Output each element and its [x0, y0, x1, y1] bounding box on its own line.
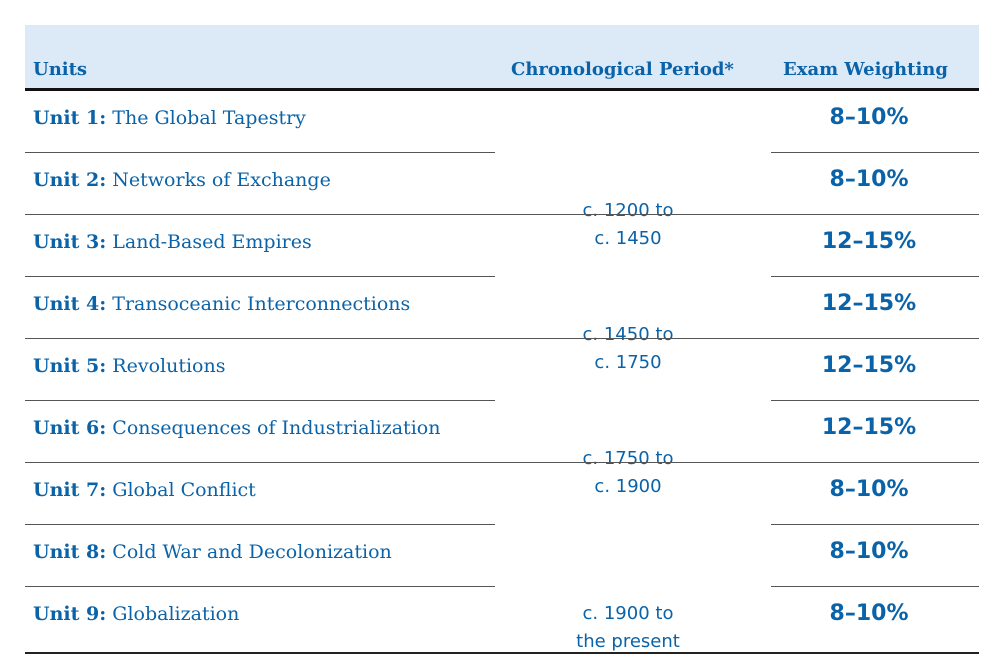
- unit-title: Transoceanic Interconnections: [112, 293, 411, 315]
- row-divider: [771, 400, 979, 401]
- group-divider: [25, 338, 979, 339]
- weighting-cell: 8–10%: [829, 601, 909, 626]
- row-divider: [771, 152, 979, 153]
- period-cell: c. 1900 to the present: [495, 600, 761, 656]
- table-row: Unit 5: Revolutions 12–15%: [25, 339, 979, 401]
- unit-number: Unit 8:: [33, 541, 107, 563]
- weighting-cell: 8–10%: [829, 167, 909, 192]
- row-divider: [25, 276, 495, 277]
- row-divider: [771, 586, 979, 587]
- unit-cell: Unit 2: Networks of Exchange: [33, 169, 331, 191]
- group-divider: [25, 214, 979, 215]
- table-header: Units Chronological Period* Exam Weighti…: [25, 25, 979, 91]
- unit-cell: Unit 1: The Global Tapestry: [33, 107, 306, 129]
- unit-number: Unit 2:: [33, 169, 107, 191]
- unit-cell: Unit 4: Transoceanic Interconnections: [33, 293, 410, 315]
- row-divider: [771, 276, 979, 277]
- table-row: Unit 7: Global Conflict 8–10%: [25, 463, 979, 525]
- row-divider: [771, 524, 979, 525]
- unit-title: The Global Tapestry: [112, 107, 306, 129]
- weighting-cell: 8–10%: [829, 539, 909, 564]
- period-start: c. 1450 to: [582, 324, 674, 345]
- unit-cell: Unit 9: Globalization: [33, 603, 239, 625]
- weighting-cell: 12–15%: [821, 415, 917, 440]
- period-cell: c. 1200 to c. 1450: [495, 197, 761, 253]
- weighting-cell: 12–15%: [821, 229, 917, 254]
- unit-number: Unit 9:: [33, 603, 107, 625]
- unit-title: Revolutions: [112, 355, 226, 377]
- unit-cell: Unit 5: Revolutions: [33, 355, 225, 377]
- units-table: Units Chronological Period* Exam Weighti…: [25, 25, 979, 654]
- table-row: Unit 2: Networks of Exchange 8–10%: [25, 153, 979, 215]
- weighting-cell: 8–10%: [829, 477, 909, 502]
- unit-number: Unit 1:: [33, 107, 107, 129]
- unit-number: Unit 6:: [33, 417, 107, 439]
- period-end: c. 1750: [594, 352, 662, 373]
- row-divider: [25, 586, 495, 587]
- period-cell: c. 1450 to c. 1750: [495, 321, 761, 377]
- table-row: Unit 3: Land-Based Empires 12–15%: [25, 215, 979, 277]
- table-row: Unit 9: Globalization 8–10%: [25, 587, 979, 649]
- table-row: Unit 6: Consequences of Industrializatio…: [25, 401, 979, 463]
- unit-title: Networks of Exchange: [112, 169, 331, 191]
- unit-cell: Unit 3: Land-Based Empires: [33, 231, 312, 253]
- weighting-cell: 12–15%: [821, 291, 917, 316]
- period-start: c. 1750 to: [582, 448, 674, 469]
- unit-number: Unit 5:: [33, 355, 107, 377]
- period-end: c. 1450: [594, 228, 662, 249]
- table-body: Unit 1: The Global Tapestry 8–10% Unit 2…: [25, 91, 979, 654]
- table-row: Unit 1: The Global Tapestry 8–10%: [25, 91, 979, 153]
- unit-cell: Unit 7: Global Conflict: [33, 479, 256, 501]
- unit-title: Land-Based Empires: [112, 231, 312, 253]
- row-divider: [25, 524, 495, 525]
- table-row: Unit 4: Transoceanic Interconnections 12…: [25, 277, 979, 339]
- row-divider: [25, 400, 495, 401]
- period-end: c. 1900: [594, 476, 662, 497]
- header-units: Units: [33, 59, 88, 80]
- table-row: Unit 8: Cold War and Decolonization 8–10…: [25, 525, 979, 587]
- unit-title: Global Conflict: [112, 479, 256, 501]
- period-cell: c. 1750 to c. 1900: [495, 445, 761, 501]
- header-exam-weighting: Exam Weighting: [783, 59, 948, 80]
- row-divider: [25, 152, 495, 153]
- weighting-cell: 8–10%: [829, 105, 909, 130]
- header-chronological-period: Chronological Period*: [511, 59, 734, 80]
- period-start: c. 1200 to: [582, 200, 674, 221]
- period-end: the present: [576, 631, 680, 652]
- unit-cell: Unit 8: Cold War and Decolonization: [33, 541, 392, 563]
- unit-number: Unit 3:: [33, 231, 107, 253]
- unit-number: Unit 4:: [33, 293, 107, 315]
- period-start: c. 1900 to: [582, 603, 674, 624]
- unit-title: Globalization: [112, 603, 240, 625]
- unit-cell: Unit 6: Consequences of Industrializatio…: [33, 417, 440, 439]
- group-divider: [25, 462, 979, 463]
- unit-title: Consequences of Industrialization: [112, 417, 441, 439]
- table-bottom-rule: [25, 652, 979, 654]
- unit-number: Unit 7:: [33, 479, 107, 501]
- weighting-cell: 12–15%: [821, 353, 917, 378]
- unit-title: Cold War and Decolonization: [112, 541, 392, 563]
